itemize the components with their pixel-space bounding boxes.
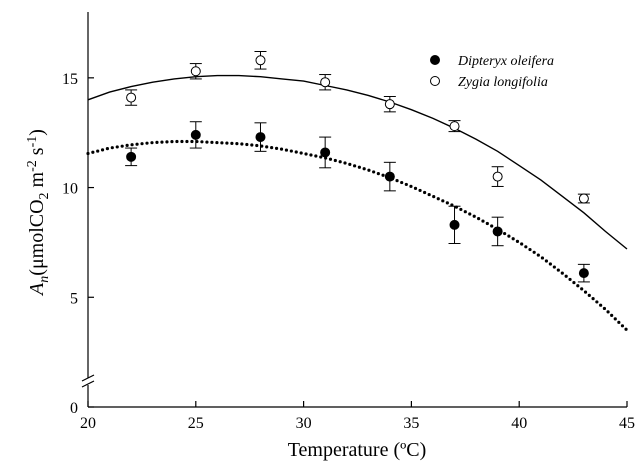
data-point-series-0 bbox=[492, 226, 503, 237]
y-axis-title: An(μmolCO2 m-2 s-1) bbox=[25, 129, 52, 297]
x-tick-label: 45 bbox=[619, 415, 635, 432]
legend-marker-dipteryx bbox=[430, 55, 440, 65]
data-point-series-1 bbox=[320, 77, 331, 88]
data-point-series-0 bbox=[384, 171, 395, 182]
fit-lines bbox=[86, 74, 629, 332]
plot-frame bbox=[81, 12, 627, 408]
data-point-series-0 bbox=[320, 147, 331, 158]
x-axis-title: Temperature (ºC) bbox=[288, 439, 427, 461]
data-point-series-1 bbox=[449, 121, 460, 132]
legend-marker-zygia bbox=[430, 76, 440, 86]
data-point-series-1 bbox=[126, 92, 137, 103]
data-point-series-1 bbox=[255, 55, 266, 66]
data-point-series-1 bbox=[190, 66, 201, 77]
legend: Dipteryx oleifera Zygia longifolia bbox=[430, 54, 554, 90]
y-axis-ticks: 0 5 10 15 bbox=[62, 71, 94, 417]
data-point-series-0 bbox=[449, 219, 460, 230]
data-point-series-0 bbox=[578, 268, 589, 279]
legend-label-dipteryx: Dipteryx oleifera bbox=[457, 54, 554, 69]
y-tick-label: 15 bbox=[62, 71, 78, 88]
axis-break-marker bbox=[81, 374, 95, 388]
y-tick-label: 10 bbox=[62, 181, 78, 198]
x-tick-label: 30 bbox=[296, 415, 312, 432]
x-tick-label: 35 bbox=[403, 415, 419, 432]
y-tick-label: 5 bbox=[70, 290, 78, 307]
data-point-series-0 bbox=[190, 129, 201, 140]
fit-line-series-1 bbox=[87, 74, 628, 250]
legend-label-zygia: Zygia longifolia bbox=[458, 75, 548, 90]
data-point-series-1 bbox=[578, 193, 589, 204]
fit-line-series-0 bbox=[86, 139, 629, 332]
y-tick-label: 0 bbox=[70, 400, 78, 417]
data-points bbox=[126, 55, 589, 279]
x-tick-label: 40 bbox=[511, 415, 527, 432]
x-tick-label: 25 bbox=[188, 415, 204, 432]
data-point-series-0 bbox=[255, 132, 266, 143]
x-axis-ticks: 20 25 30 35 40 45 bbox=[80, 401, 635, 432]
x-tick-label: 20 bbox=[80, 415, 96, 432]
data-point-series-1 bbox=[492, 171, 503, 182]
data-point-series-1 bbox=[384, 99, 395, 110]
data-point-series-0 bbox=[126, 151, 137, 162]
